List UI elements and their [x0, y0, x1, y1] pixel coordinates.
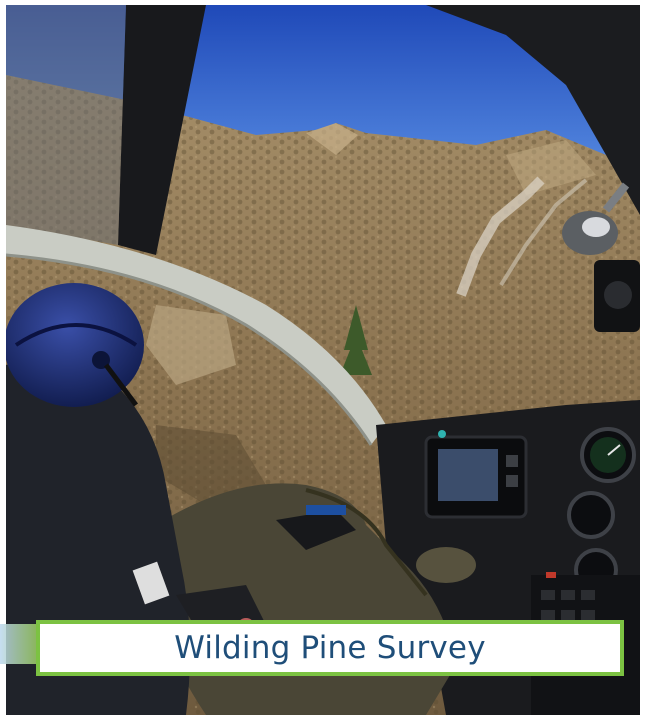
- pilot-helmet: [6, 283, 144, 407]
- cockpit-photo: [6, 5, 640, 715]
- photo-frame: [6, 5, 640, 715]
- cockpit-frame-top: [426, 5, 640, 215]
- hillside-track: [456, 176, 545, 297]
- caption-box: Wilding Pine Survey: [36, 620, 624, 676]
- windscreen-pillar: [118, 5, 206, 255]
- pine-tree: [340, 305, 372, 375]
- door-frame: [6, 225, 386, 445]
- caption-accent-stripe: [0, 624, 36, 664]
- caption-title: Wilding Pine Survey: [174, 630, 486, 666]
- pilot-hand: [276, 510, 356, 550]
- gauge-middle: [567, 491, 615, 539]
